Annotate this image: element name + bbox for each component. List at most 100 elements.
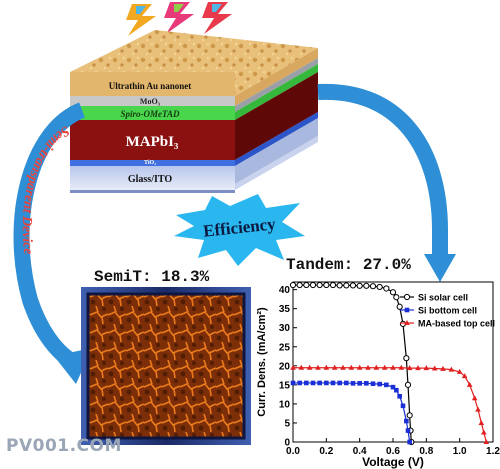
data-point (471, 395, 478, 401)
plot-area (292, 281, 494, 443)
lightning-bolts-icon (126, 2, 232, 36)
au-nanonet-layer (70, 72, 235, 96)
data-point (350, 381, 356, 386)
tio2-layer (70, 160, 235, 166)
device-stack: Ultrathin Au nanonet MoO₃ Spiro-OMeTAD M… (70, 30, 318, 193)
data-point (415, 365, 421, 371)
y-tick-label: 20 (279, 361, 291, 372)
data-point (365, 364, 371, 370)
data-point (376, 283, 383, 291)
data-point (323, 364, 330, 370)
data-point (303, 281, 310, 289)
tandem-arrow (317, 83, 456, 282)
moo3-label: MoO₃ (140, 97, 161, 106)
semi-transparent-label: Semi-transparent Device (19, 123, 72, 256)
data-point (290, 364, 296, 370)
spiro-layer (70, 106, 235, 120)
data-point (306, 364, 313, 370)
data-point (337, 380, 342, 386)
data-point (329, 281, 337, 289)
mapbi3-layer (70, 120, 235, 160)
legend-marker (404, 307, 410, 313)
y-tick-label: 25 (279, 342, 291, 353)
y-tick-label: 5 (284, 418, 290, 429)
data-point (423, 365, 430, 371)
data-point (323, 281, 330, 289)
data-point (369, 283, 377, 290)
jv-chart: 0.0 0.2 0.4 0.6 0.8 1.0 1.2 0 5 10 15 20 25 30 35 40 Si … (256, 281, 500, 469)
series-line-2 (293, 367, 487, 443)
x-tick-label: 0.4 (353, 446, 367, 457)
glass-label: Glass/ITO (128, 174, 172, 185)
data-point (344, 380, 349, 386)
data-point (373, 364, 380, 370)
spiro-label: Spiro-OMeTAD (120, 109, 180, 119)
data-point (478, 419, 485, 425)
legend-marker (404, 320, 410, 325)
data-point (381, 364, 388, 370)
data-point (398, 364, 405, 370)
y-tick-label: 40 (279, 285, 291, 296)
data-point (317, 380, 322, 386)
data-point (384, 382, 389, 388)
data-point (403, 355, 410, 362)
data-point (330, 380, 336, 386)
data-point (390, 384, 396, 390)
tandem-label: Tandem: 27.0% (286, 256, 411, 274)
glass-layer (70, 166, 235, 190)
data-point (389, 289, 397, 296)
data-point (461, 373, 468, 379)
data-point (377, 381, 382, 387)
semit-label: SemiT: 18.3% (94, 268, 210, 286)
mapbi3-label: MAPbI₃ (126, 134, 179, 150)
device-photo (81, 287, 251, 445)
y-axis-label: Curr. Dens. (mA/cm²) (256, 307, 268, 417)
data-point (393, 294, 400, 301)
data-point (406, 365, 413, 371)
y-tick-label: 0 (284, 438, 290, 449)
data-point (400, 403, 406, 409)
x-axis-label: Voltage (V) (362, 455, 424, 469)
data-point (406, 412, 413, 419)
legend-label: Si bottom cell (418, 306, 477, 316)
data-point (343, 282, 350, 289)
data-point (315, 364, 321, 370)
legend-label: Si solar cell (418, 293, 468, 303)
data-point (340, 364, 346, 370)
tio2-label: TiO₂ (144, 160, 156, 166)
x-tick-label: 0.6 (386, 446, 400, 457)
data-point (356, 364, 363, 370)
data-point (357, 381, 362, 386)
data-point (397, 393, 402, 399)
moo3-layer (70, 96, 235, 106)
legend-label: MA-based top cell (418, 319, 495, 329)
data-point (304, 380, 309, 386)
data-point (349, 282, 357, 289)
y-tick-label: 35 (279, 304, 291, 315)
data-point (370, 381, 376, 387)
data-point (431, 365, 438, 371)
y-tick-label: 15 (279, 380, 291, 391)
y-tick-label: 10 (279, 399, 291, 410)
watermark: PV001.COM (6, 436, 122, 456)
data-point (324, 380, 329, 386)
au-label: Ultrathin Au nanonet (109, 81, 192, 91)
data-point (440, 365, 446, 371)
x-tick-label: 0.8 (419, 446, 433, 457)
x-tick-label: 1.2 (486, 446, 500, 457)
data-point (483, 439, 490, 444)
data-point (396, 303, 403, 310)
data-point (297, 380, 302, 386)
data-point (296, 281, 303, 289)
data-point (364, 381, 369, 386)
data-point (289, 281, 297, 289)
data-point (448, 366, 455, 372)
x-tick-label: 1.0 (453, 446, 467, 457)
data-point (404, 381, 412, 388)
data-point (475, 406, 481, 412)
data-point (456, 368, 463, 374)
data-point (407, 439, 412, 445)
data-point (363, 282, 370, 289)
series-line-1 (293, 382, 411, 443)
